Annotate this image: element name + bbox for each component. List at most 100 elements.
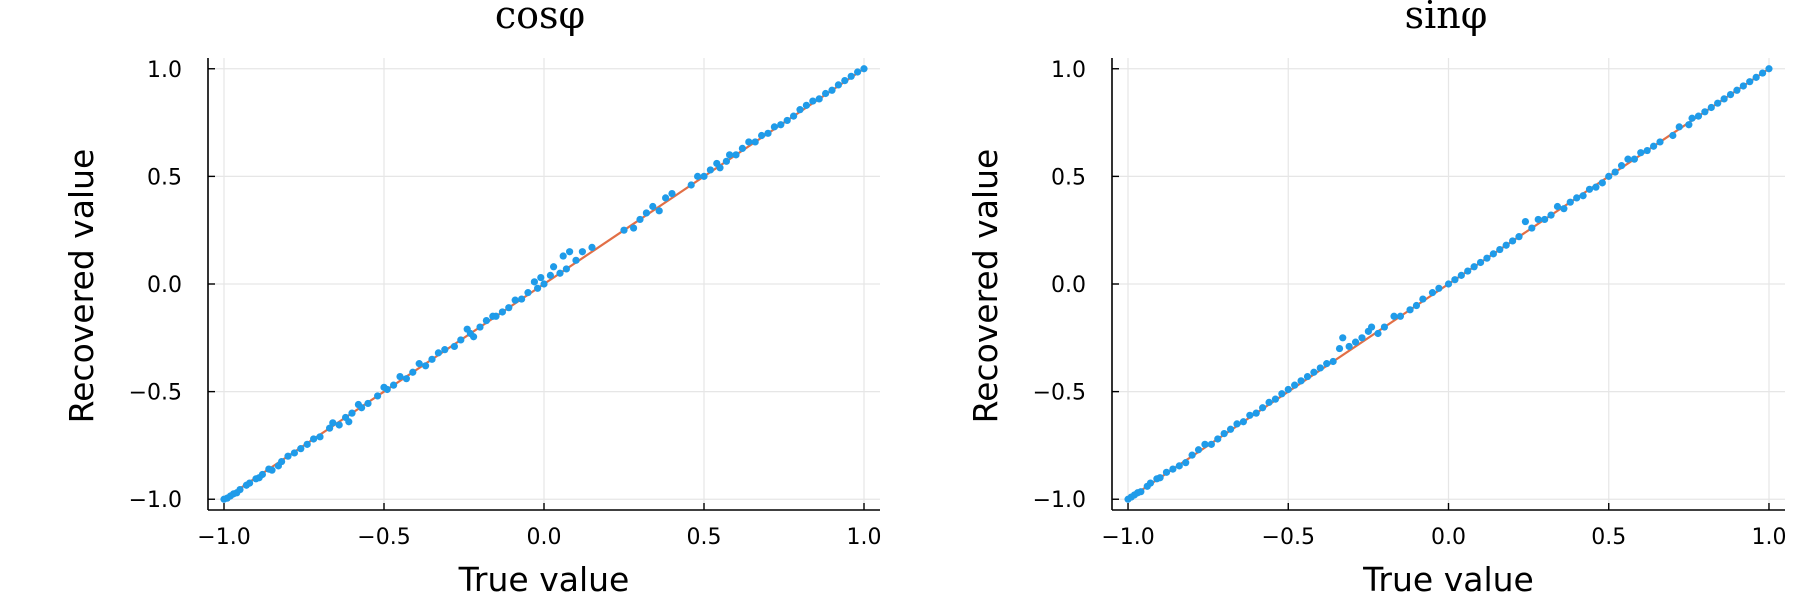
data-point	[642, 209, 651, 217]
data-point	[559, 252, 567, 260]
data-point	[572, 256, 580, 264]
data-point	[562, 265, 571, 273]
data-point	[1534, 215, 1542, 224]
data-point	[1252, 409, 1260, 417]
data-point	[834, 81, 843, 89]
data-point	[1675, 123, 1683, 131]
data-point	[1650, 142, 1658, 150]
data-point	[1188, 451, 1196, 459]
data-point	[1707, 103, 1715, 112]
data-point	[841, 77, 849, 85]
data-point	[415, 360, 423, 368]
x-tick-label: 0.5	[1591, 525, 1626, 550]
data-point	[297, 445, 305, 453]
data-point	[246, 479, 254, 487]
data-point	[374, 392, 382, 400]
data-point	[822, 89, 830, 98]
data-point	[1406, 306, 1414, 314]
data-point	[716, 164, 724, 172]
data-point	[409, 368, 417, 376]
y-tick-label: 0.5	[1051, 165, 1086, 190]
y-tick-label: −1.0	[129, 488, 182, 513]
data-point	[1720, 95, 1728, 103]
data-point	[706, 166, 715, 174]
data-point	[530, 278, 539, 286]
data-point	[258, 470, 266, 479]
x-axis-label: True value	[1362, 560, 1534, 599]
data-point	[1451, 276, 1459, 284]
data-point	[700, 172, 708, 180]
data-point	[1428, 289, 1437, 297]
data-point	[668, 190, 676, 198]
data-point	[550, 263, 558, 271]
data-point	[1303, 372, 1312, 381]
data-point	[636, 215, 644, 224]
data-point	[364, 399, 372, 408]
y-tick-label: 0.0	[147, 273, 182, 298]
data-point	[1624, 155, 1632, 163]
data-point	[498, 308, 506, 316]
data-point	[1335, 344, 1344, 353]
data-point	[796, 106, 804, 114]
data-point	[1573, 194, 1581, 202]
cos-panel: −1.0 −0.5 0.0 0.5 1.0 −1.0 −0.5 0.0 0.5 1.0 cosφ Tr…	[62, 0, 882, 599]
data-point	[441, 346, 449, 354]
data-point	[1214, 435, 1222, 443]
data-point	[1246, 411, 1254, 419]
data-point	[482, 316, 490, 325]
data-point	[1271, 395, 1280, 403]
data-point	[662, 194, 670, 202]
data-point	[1323, 360, 1331, 368]
data-point	[1746, 78, 1754, 86]
y-axis-label: Recovered value	[62, 149, 101, 424]
data-point	[1515, 233, 1523, 241]
data-point	[1496, 245, 1504, 254]
data-point	[1374, 329, 1382, 338]
data-point	[1605, 172, 1613, 180]
data-point	[1175, 462, 1183, 470]
data-point	[777, 121, 785, 129]
data-point	[1316, 364, 1324, 372]
data-point	[1358, 334, 1366, 342]
data-point	[518, 295, 526, 303]
data-point	[847, 72, 855, 80]
y-tick-label: 0.0	[1051, 273, 1086, 298]
data-point	[537, 273, 545, 282]
data-point	[1265, 398, 1273, 406]
data-point	[326, 424, 334, 432]
data-point	[783, 116, 791, 125]
x-axis-label: True value	[458, 560, 630, 599]
data-point	[1726, 90, 1735, 99]
data-point	[815, 95, 823, 103]
data-point	[1226, 425, 1235, 433]
data-point	[1435, 284, 1443, 292]
data-point	[534, 284, 542, 292]
data-point	[390, 381, 398, 389]
data-point	[1758, 69, 1767, 77]
data-point	[649, 202, 657, 211]
y-tick-label: −0.5	[129, 381, 182, 406]
data-point	[1396, 312, 1405, 320]
data-point	[1239, 418, 1247, 426]
data-point	[290, 449, 298, 457]
data-point	[476, 323, 484, 331]
y-tick-label: 1.0	[1051, 58, 1086, 83]
y-tick-label: −0.5	[1033, 381, 1086, 406]
data-point	[1579, 192, 1587, 200]
data-point	[1233, 420, 1241, 428]
data-point	[722, 157, 731, 165]
data-point	[1669, 131, 1677, 140]
data-point	[1553, 202, 1562, 211]
x-tick-label: −1.0	[1101, 525, 1154, 550]
data-point	[284, 452, 292, 460]
data-point	[1291, 381, 1299, 389]
x-tick-label: 0.0	[1431, 525, 1466, 550]
data-point	[524, 289, 532, 297]
data-point	[620, 226, 628, 234]
data-point	[316, 433, 324, 441]
data-point	[860, 65, 868, 73]
data-point	[1207, 440, 1215, 448]
data-point	[402, 375, 410, 383]
data-point	[556, 269, 564, 277]
data-point	[655, 207, 663, 215]
